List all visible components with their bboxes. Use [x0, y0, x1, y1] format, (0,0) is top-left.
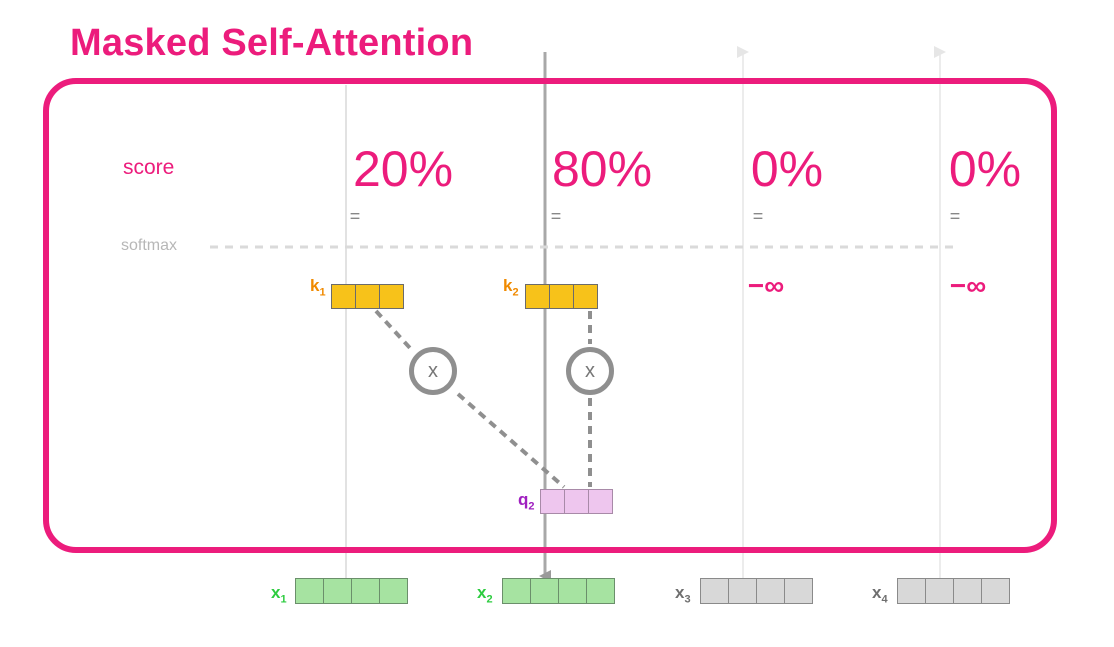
key-label-1-name: k — [310, 276, 320, 295]
score-value-3: 0% — [750, 141, 824, 197]
key-vector-2 — [525, 284, 598, 309]
input-vector-1-cell — [379, 578, 408, 604]
masked-score-4: −∞ — [949, 270, 987, 301]
input-label-3: x3 — [675, 583, 691, 605]
input-vector-2-cell — [530, 578, 559, 604]
key-vector-1 — [331, 284, 404, 309]
query-label-sub: 2 — [528, 500, 535, 513]
query-label: q2 — [518, 490, 535, 512]
multiply-symbol-2: x — [585, 359, 595, 382]
score-value-2: 80% — [551, 141, 653, 197]
input-vector-1-cell — [323, 578, 352, 604]
input-label-3-name: x — [675, 583, 685, 602]
key-vector-1-cell — [355, 284, 380, 309]
input-vector-3-cell — [756, 578, 785, 604]
input-vector-2-cell — [558, 578, 587, 604]
score-row-label: score — [123, 156, 175, 179]
diagram-title: Masked Self-Attention — [70, 22, 474, 64]
input-vector-3-cell — [700, 578, 729, 604]
input-vector-1-cell — [351, 578, 380, 604]
equals-sign-1: = — [349, 206, 361, 226]
input-vector-4 — [897, 578, 1010, 604]
multiply-icon-2: x — [566, 347, 614, 395]
query-label-name: q — [518, 490, 529, 509]
input-label-1: x1 — [271, 583, 287, 605]
input-label-2: x2 — [477, 583, 493, 605]
input-vector-2 — [502, 578, 615, 604]
equals-sign-4: = — [949, 206, 961, 226]
input-label-1-sub: 1 — [280, 593, 287, 606]
input-label-4-sub: 4 — [881, 593, 888, 606]
key-vector-1-cell — [331, 284, 356, 309]
key-label-1: k1 — [310, 276, 326, 298]
input-label-4-name: x — [872, 583, 882, 602]
score-value-4: 0% — [948, 141, 1022, 197]
equals-sign-2: = — [550, 206, 562, 226]
input-vector-4-cell — [953, 578, 982, 604]
key-vector-1-cell — [379, 284, 404, 309]
key-vector-2-cell — [549, 284, 574, 309]
input-vector-4-cell — [925, 578, 954, 604]
key-label-1-sub: 1 — [319, 286, 326, 299]
query-vector-cell — [564, 489, 589, 514]
input-vector-4-cell — [981, 578, 1010, 604]
key-label-2-name: k — [503, 276, 513, 295]
input-vector-2-cell — [586, 578, 615, 604]
score-value-1: 20% — [352, 141, 454, 197]
masked-score-3: −∞ — [747, 270, 785, 301]
multiply-symbol-1: x — [428, 359, 438, 382]
input-label-4: x4 — [872, 583, 888, 605]
input-label-1-name: x — [271, 583, 281, 602]
query-vector — [540, 489, 613, 514]
input-vector-3 — [700, 578, 813, 604]
input-label-3-sub: 3 — [684, 593, 691, 606]
input-vector-1-cell — [295, 578, 324, 604]
attention-frame — [43, 78, 1057, 553]
input-vector-3-cell — [784, 578, 813, 604]
connector-k1-mult — [374, 309, 412, 350]
query-vector-cell — [588, 489, 613, 514]
key-label-2-sub: 2 — [512, 286, 519, 299]
connector-mult1-q2 — [456, 392, 566, 489]
input-vector-1 — [295, 578, 408, 604]
input-label-2-name: x — [477, 583, 487, 602]
key-vector-2-cell — [573, 284, 598, 309]
input-vector-2-cell — [502, 578, 531, 604]
key-vector-2-cell — [525, 284, 550, 309]
input-vector-3-cell — [728, 578, 757, 604]
multiply-icon-1: x — [409, 347, 457, 395]
input-label-2-sub: 2 — [486, 593, 493, 606]
key-label-2: k2 — [503, 276, 519, 298]
softmax-row-label: softmax — [121, 237, 178, 254]
equals-sign-3: = — [752, 206, 764, 226]
input-vector-4-cell — [897, 578, 926, 604]
query-vector-cell — [540, 489, 565, 514]
